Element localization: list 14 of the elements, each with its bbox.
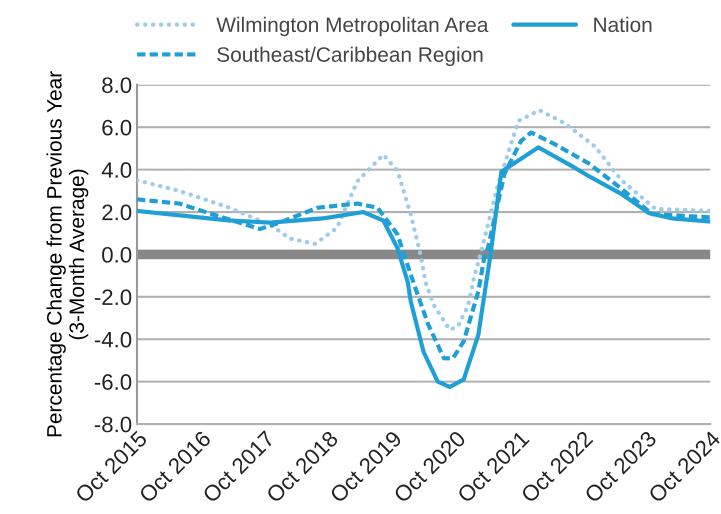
- y-tick-label: -8.0: [94, 416, 132, 432]
- y-tick-label: 0.0: [102, 246, 132, 263]
- y-tick-label: 2.0: [102, 204, 132, 220]
- y-tick-label: -4.0: [94, 332, 132, 348]
- y-tick-label: 6.0: [102, 120, 132, 136]
- y-tick-label: -6.0: [94, 374, 132, 390]
- y-axis-title: Percentage Change from Previous Year (3-Month Average): [46, 71, 88, 436]
- y-tick-label: 8.0: [102, 77, 132, 94]
- legend-label: Southeast/Caribbean Region: [217, 46, 482, 66]
- y-tick-label: 4.0: [102, 162, 132, 178]
- legend-label: Nation: [594, 16, 652, 32]
- y-tick-label: -2.0: [94, 289, 132, 306]
- line-series: [136, 108, 710, 332]
- legend-label: Wilmington Metropolitan Area: [216, 16, 488, 36]
